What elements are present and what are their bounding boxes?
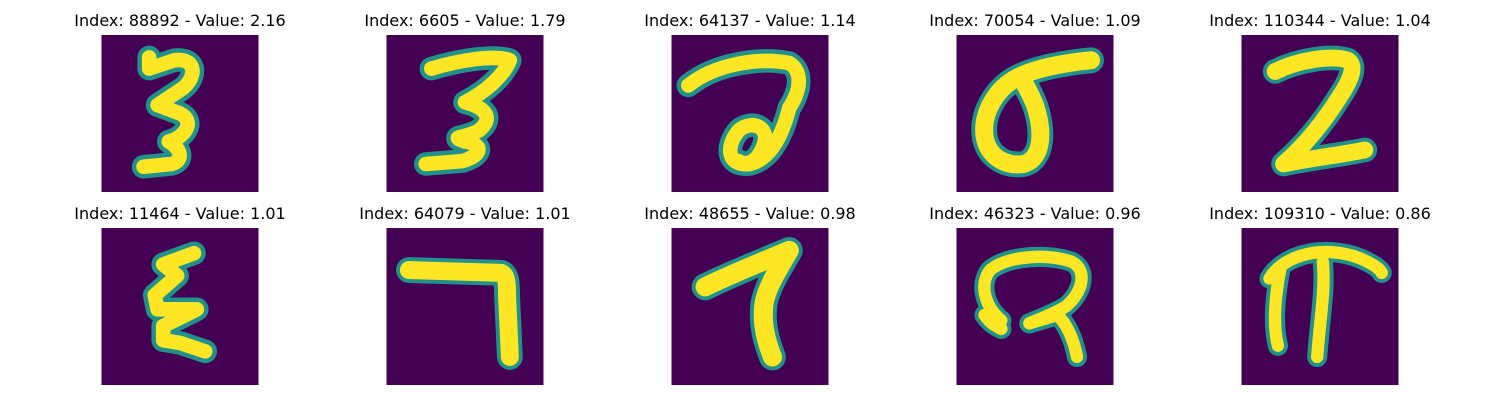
digit-image bbox=[386, 228, 544, 385]
panel-title: Index: 64079 - Value: 1.01 bbox=[359, 204, 571, 223]
panel-1: Index: 6605 - Value: 1.79 bbox=[345, 10, 585, 192]
digit-image bbox=[101, 35, 259, 192]
digit-image bbox=[386, 35, 544, 192]
panel-title: Index: 109310 - Value: 0.86 bbox=[1209, 204, 1431, 223]
panel-title: Index: 6605 - Value: 1.79 bbox=[364, 11, 566, 30]
panel-4: Index: 110344 - Value: 1.04 bbox=[1200, 10, 1440, 192]
digit-image bbox=[1241, 35, 1399, 192]
panel-8: Index: 46323 - Value: 0.96 bbox=[915, 203, 1155, 385]
digit-image bbox=[956, 35, 1114, 192]
digit-image bbox=[956, 228, 1114, 385]
panel-title: Index: 110344 - Value: 1.04 bbox=[1209, 11, 1431, 30]
panel-3: Index: 70054 - Value: 1.09 bbox=[915, 10, 1155, 192]
panel-2: Index: 64137 - Value: 1.14 bbox=[630, 10, 870, 192]
digit-image bbox=[101, 228, 259, 385]
panel-7: Index: 48655 - Value: 0.98 bbox=[630, 203, 870, 385]
panel-0: Index: 88892 - Value: 2.16 bbox=[60, 10, 300, 192]
panel-title: Index: 88892 - Value: 2.16 bbox=[74, 11, 286, 30]
digit-image bbox=[671, 228, 829, 385]
digit-image bbox=[671, 35, 829, 192]
panel-6: Index: 64079 - Value: 1.01 bbox=[345, 203, 585, 385]
panel-title: Index: 11464 - Value: 1.01 bbox=[74, 204, 286, 223]
panel-title: Index: 46323 - Value: 0.96 bbox=[929, 204, 1141, 223]
panel-title: Index: 48655 - Value: 0.98 bbox=[644, 204, 856, 223]
panel-9: Index: 109310 - Value: 0.86 bbox=[1200, 203, 1440, 385]
panel-title: Index: 64137 - Value: 1.14 bbox=[644, 11, 856, 30]
panel-title: Index: 70054 - Value: 1.09 bbox=[929, 11, 1141, 30]
panel-5: Index: 11464 - Value: 1.01 bbox=[60, 203, 300, 385]
digit-image bbox=[1241, 228, 1399, 385]
